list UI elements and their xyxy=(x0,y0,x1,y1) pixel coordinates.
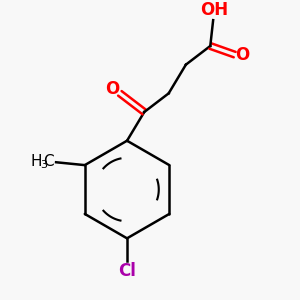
Text: 3: 3 xyxy=(40,160,47,170)
Text: O: O xyxy=(105,80,119,98)
Text: Cl: Cl xyxy=(118,262,136,280)
Text: OH: OH xyxy=(200,1,229,19)
Text: C: C xyxy=(44,154,54,169)
Text: H: H xyxy=(31,154,42,169)
Text: O: O xyxy=(236,46,250,64)
